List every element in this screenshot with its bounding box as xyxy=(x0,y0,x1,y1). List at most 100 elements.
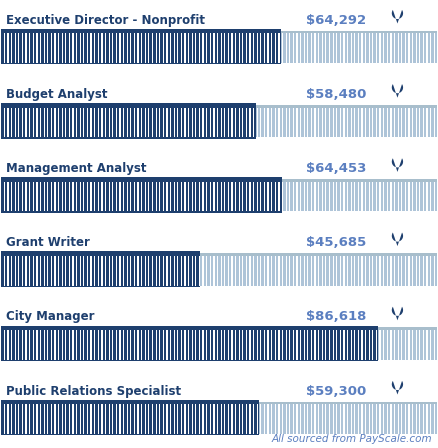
Bar xyxy=(272,108,275,137)
Bar xyxy=(204,33,206,63)
Bar xyxy=(163,256,164,285)
Bar xyxy=(48,108,51,137)
Bar xyxy=(233,182,235,211)
Bar xyxy=(65,330,67,360)
Bar xyxy=(34,330,36,360)
Bar xyxy=(365,33,366,63)
Bar xyxy=(294,256,297,285)
Bar xyxy=(246,108,247,137)
Bar xyxy=(244,33,246,63)
Bar xyxy=(271,33,272,63)
Bar xyxy=(271,256,272,285)
Bar xyxy=(14,108,16,137)
Bar xyxy=(52,33,54,63)
Bar xyxy=(191,182,193,211)
Bar xyxy=(41,256,43,285)
Bar xyxy=(59,182,62,211)
Bar xyxy=(14,33,16,63)
Bar xyxy=(435,33,437,63)
Bar xyxy=(370,330,372,360)
Bar xyxy=(159,108,160,137)
Bar xyxy=(18,182,19,211)
Bar xyxy=(337,330,340,360)
Bar xyxy=(164,33,166,63)
Bar xyxy=(337,108,340,137)
Bar xyxy=(435,256,437,285)
Bar xyxy=(240,404,242,434)
Bar xyxy=(1,63,281,65)
Bar xyxy=(110,182,112,211)
Bar xyxy=(47,404,48,434)
Bar xyxy=(148,108,149,137)
Bar xyxy=(14,182,16,211)
Bar xyxy=(217,256,218,285)
Bar xyxy=(231,108,233,137)
Bar xyxy=(141,108,142,137)
Bar xyxy=(41,108,43,137)
Bar xyxy=(45,330,47,360)
Bar xyxy=(85,404,87,434)
Bar xyxy=(370,182,372,211)
Bar xyxy=(334,330,336,360)
Bar xyxy=(124,256,127,285)
Bar xyxy=(76,330,77,360)
Bar xyxy=(142,256,145,285)
Bar xyxy=(204,404,206,434)
Bar xyxy=(128,108,130,137)
Bar xyxy=(431,182,434,211)
Bar xyxy=(102,330,105,360)
Bar xyxy=(14,256,16,285)
Bar xyxy=(220,182,222,211)
Bar xyxy=(36,330,38,360)
Bar xyxy=(148,256,149,285)
Bar xyxy=(354,182,355,211)
Bar xyxy=(254,330,257,360)
Bar xyxy=(120,182,123,211)
Bar xyxy=(366,108,369,137)
Bar xyxy=(80,256,81,285)
Bar xyxy=(12,33,14,63)
Bar xyxy=(264,256,265,285)
Bar xyxy=(145,33,146,63)
Bar xyxy=(413,404,416,434)
Bar xyxy=(222,404,224,434)
Bar xyxy=(148,182,149,211)
Bar xyxy=(164,404,166,434)
Bar xyxy=(352,256,354,285)
Bar xyxy=(410,330,412,360)
Bar xyxy=(195,404,197,434)
Bar xyxy=(9,108,11,137)
Text: Grant Writer: Grant Writer xyxy=(6,236,90,249)
Bar xyxy=(420,404,423,434)
Bar xyxy=(427,33,430,63)
Bar xyxy=(207,182,210,211)
Bar xyxy=(215,256,217,285)
Bar xyxy=(18,330,19,360)
Bar xyxy=(98,108,99,137)
Bar xyxy=(261,330,264,360)
Bar xyxy=(395,108,398,137)
Bar xyxy=(260,330,261,360)
Bar xyxy=(247,33,249,63)
Bar xyxy=(131,33,134,63)
Bar xyxy=(45,256,47,285)
Bar xyxy=(106,256,109,285)
Text: $64,453: $64,453 xyxy=(306,162,367,175)
Bar xyxy=(271,182,272,211)
Bar xyxy=(384,33,387,63)
Bar xyxy=(188,182,189,211)
Bar xyxy=(186,404,188,434)
Bar xyxy=(168,108,170,137)
Bar xyxy=(276,108,278,137)
Bar xyxy=(231,330,233,360)
Bar xyxy=(316,33,318,63)
Bar xyxy=(70,256,72,285)
Bar xyxy=(92,182,94,211)
Bar xyxy=(251,33,253,63)
Bar xyxy=(186,33,188,63)
Bar xyxy=(59,330,62,360)
Bar xyxy=(254,256,257,285)
Bar xyxy=(282,182,283,211)
Bar xyxy=(332,404,334,434)
Bar xyxy=(95,330,98,360)
